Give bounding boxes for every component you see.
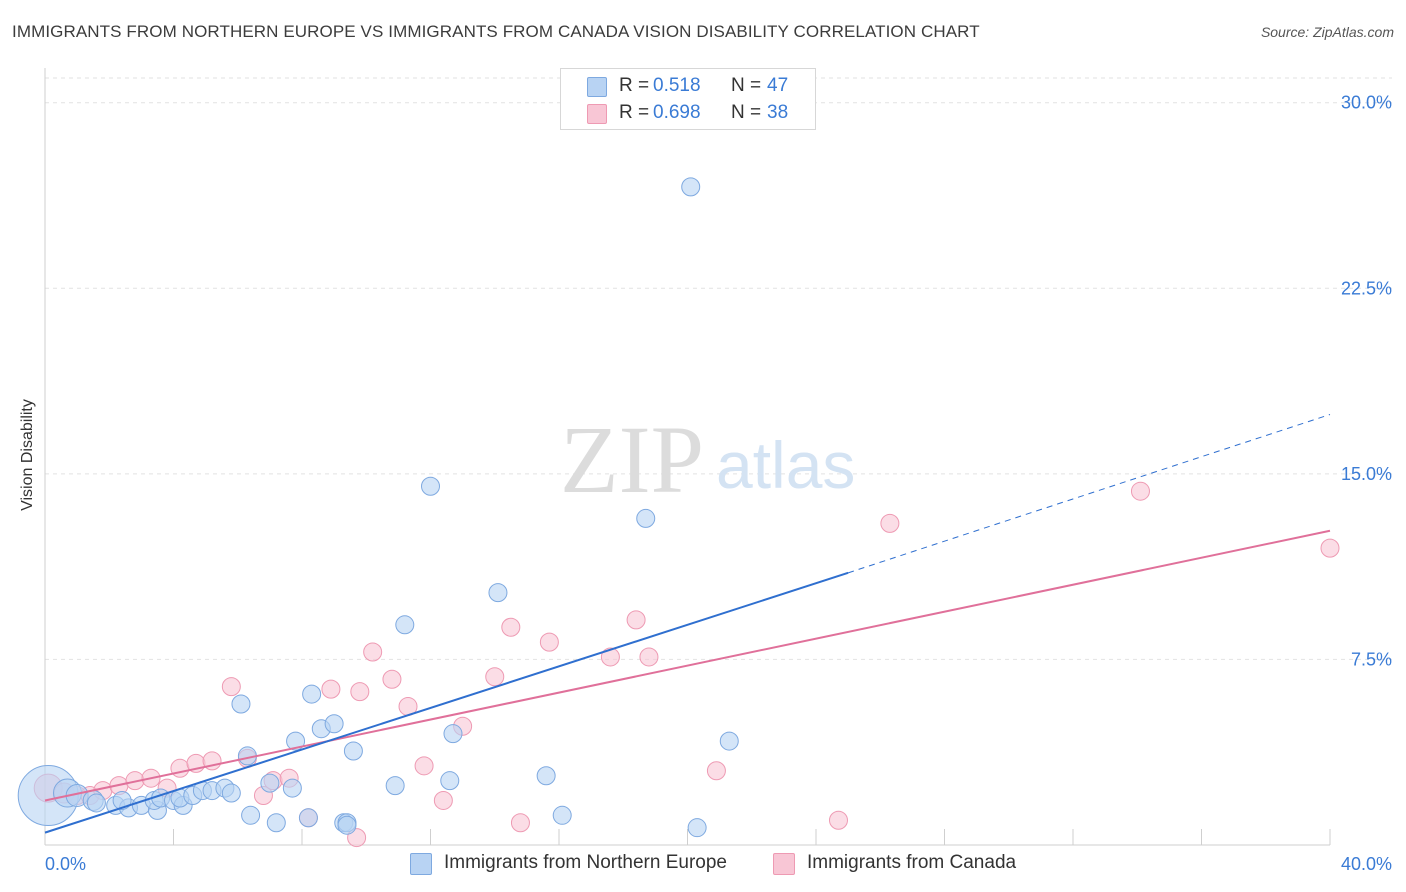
data-point-canada [170,758,190,778]
data-point-northern-europe [112,790,132,810]
grid-lines [45,77,1392,660]
data-point-canada [501,617,521,637]
data-point-canada [639,647,659,667]
data-point-northern-europe [231,694,251,714]
data-point-canada [1130,481,1150,501]
tick-labels: 7.5% 15.0% 22.5% 30.0% 0.0% 40.0% [45,93,1392,874]
data-point-canada [828,810,848,830]
data-point-northern-europe [552,805,572,825]
data-point-canada [600,647,620,667]
data-point-canada [221,677,241,697]
data-point-northern-europe [337,815,357,835]
bottom-legend-label: Immigrants from Canada [807,852,1017,873]
data-point-northern-europe [536,766,556,786]
legend-n-label: N = [731,75,762,96]
data-point-northern-europe [443,724,463,744]
data-point-northern-europe [221,783,241,803]
stats-legend: R = 0.518 N = 47 R = 0.698 N = 38 [560,68,816,130]
trend-line-northern-europe [44,571,849,834]
data-point-canada [880,513,900,533]
data-point-northern-europe [687,818,707,838]
legend-r-value: 0.518 [653,75,701,96]
data-point-northern-europe [286,731,306,751]
data-point-canada [510,813,530,833]
data-point-canada [414,756,434,776]
data-point-northern-europe [636,508,656,528]
watermark-zip: ZIP [560,406,704,513]
data-point-canada [706,761,726,781]
data-point-northern-europe [86,793,106,813]
chart-title: IMMIGRANTS FROM NORTHERN EUROPE VS IMMIG… [12,22,980,41]
data-point-northern-europe [302,684,322,704]
data-point-northern-europe [298,808,318,828]
axes [44,68,1331,846]
bottom-legend-swatch-blue [410,853,432,875]
y-tick-label: 7.5% [1351,649,1392,669]
bottom-legend-label: Immigrants from Northern Europe [444,852,727,873]
y-tick-label: 30.0% [1341,93,1392,113]
data-point-canada [363,642,383,662]
data-point-canada [321,679,341,699]
data-point-northern-europe [440,771,460,791]
y-tick-label: 15.0% [1341,464,1392,484]
data-point-canada [626,610,646,630]
data-point-canada [382,669,402,689]
data-point-northern-europe [719,731,739,751]
watermark-atlas: atlas [716,428,855,502]
data-point-northern-europe [260,773,280,793]
data-point-northern-europe [282,778,302,798]
trend-lines [44,414,1331,834]
data-point-northern-europe [488,583,508,603]
data-point-northern-europe [385,776,405,796]
data-point-northern-europe [241,805,261,825]
y-tick-label: 22.5% [1341,278,1392,298]
data-point-canada [350,682,370,702]
data-point-canada [539,632,559,652]
legend-swatch-blue [587,77,607,97]
watermark: ZIP atlas [560,406,855,513]
bottom-legend-swatch-pink [773,853,795,875]
legend-swatch-pink [587,104,607,124]
data-point-northern-europe [266,813,286,833]
x-tick-label: 0.0% [45,854,86,874]
legend-r-value: 0.698 [653,102,701,123]
data-point-northern-europe [681,177,701,197]
legend-r-label: R = [619,102,650,123]
series-northern-europe-points [17,177,739,838]
trend-line-canada [44,529,1331,802]
x-tick-label: 40.0% [1341,854,1392,874]
data-point-northern-europe [324,714,344,734]
data-point-northern-europe [421,476,440,496]
legend-n-value: 47 [767,75,789,96]
legend-n-label: N = [731,102,762,123]
data-point-northern-europe [343,741,363,761]
data-point-canada [485,667,505,687]
data-point-canada [1320,538,1340,558]
source-label: Source: ZipAtlas.com [1260,24,1394,40]
data-point-canada [433,790,453,810]
legend-r-label: R = [619,75,650,96]
trend-line-northern-europe-extension [847,414,1331,574]
data-point-northern-europe [395,615,415,635]
legend-n-value: 38 [767,102,789,123]
